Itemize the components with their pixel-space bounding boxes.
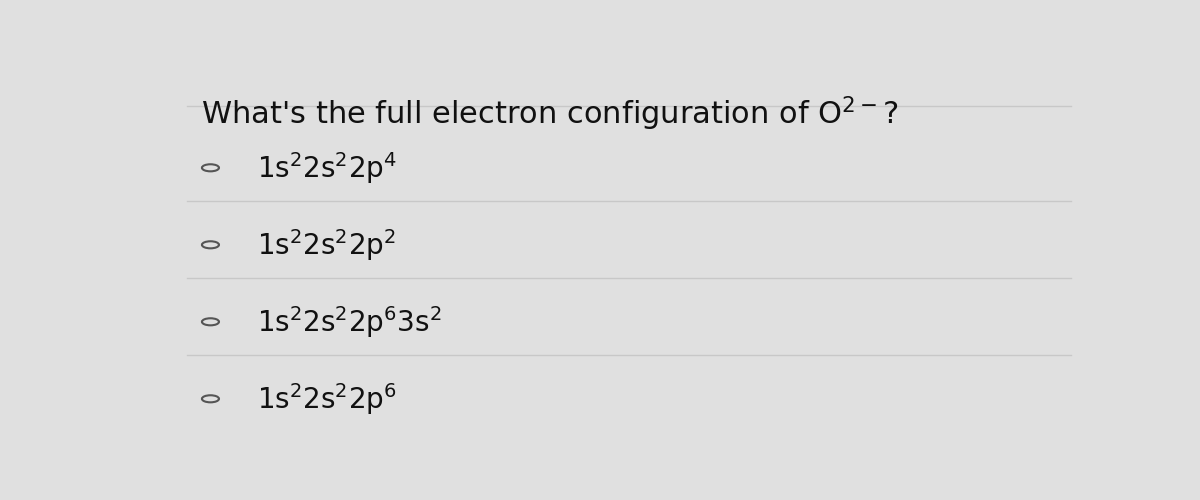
Text: $\mathrm{1s^2 2s^2 2p^2}$: $\mathrm{1s^2 2s^2 2p^2}$ — [257, 227, 396, 262]
Text: $\mathrm{1s^2 2s^2 2p^6 3s^2}$: $\mathrm{1s^2 2s^2 2p^6 3s^2}$ — [257, 304, 442, 340]
Text: $\mathrm{1s^2 2s^2 2p^4}$: $\mathrm{1s^2 2s^2 2p^4}$ — [257, 150, 397, 186]
Text: $\mathrm{1s^2 2s^2 2p^6}$: $\mathrm{1s^2 2s^2 2p^6}$ — [257, 381, 397, 417]
Text: What's the full electron configuration of $\mathrm{O^{2-}}$?: What's the full electron configuration o… — [202, 94, 899, 133]
